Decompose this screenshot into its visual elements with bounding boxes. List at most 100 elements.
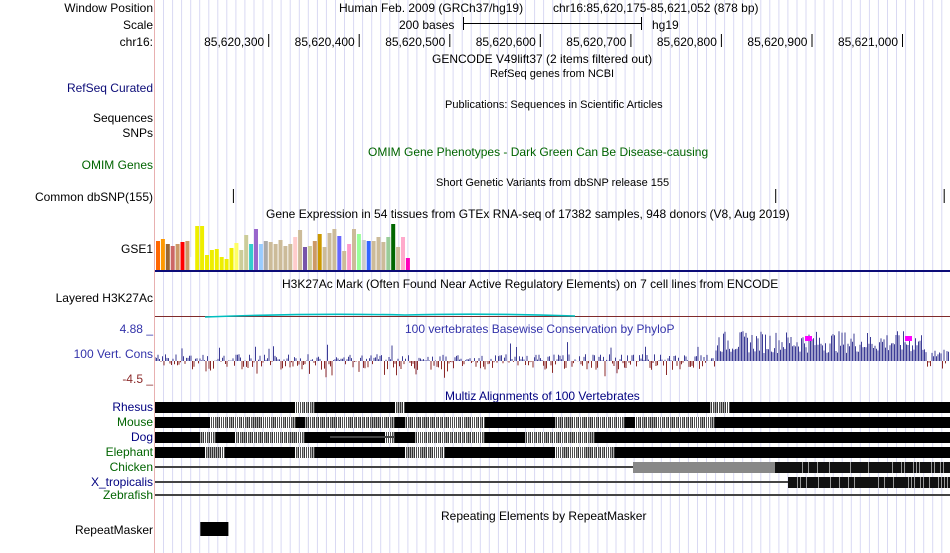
phylop-positive-scores [155,331,949,361]
alignment-mismatch [252,417,254,428]
alignment-mismatch [908,477,909,488]
grid-line [525,0,526,553]
gencode-title[interactable]: GENCODE V49lift37 (2 items filtered out) [432,52,653,66]
gtex-tissue-bar [352,229,356,270]
alignment-mismatch [435,447,437,458]
ruler-tick-label: 85,621,000 [837,35,898,49]
repeats-title: Repeating Elements by RepeatMasker [441,509,647,523]
alignment-mismatch [643,417,645,428]
species-label[interactable]: Mouse [116,415,153,429]
gtex-tissue-bar [405,258,410,270]
alignment-mismatch [537,432,539,443]
cons-label[interactable]: 100 Vert. Cons [73,347,153,361]
phylop-title: 100 vertebrates Basewise Conservation by… [405,322,675,336]
dbsnp-variant [943,189,945,203]
alignment-mismatch [274,417,276,428]
alignment-mismatch [447,432,449,443]
alignment-mismatch [305,402,307,413]
alignment-mismatch [808,462,809,473]
alignment-mismatch [307,417,309,428]
alignment-mismatch [713,417,715,428]
grid-line [697,0,698,553]
alignment-mismatch [265,432,267,443]
alignment-mismatch [543,432,545,443]
alignment-mismatch [911,477,912,488]
alignment-mismatch [567,417,569,428]
base-grid [163,0,943,553]
alignment-mismatch [379,417,381,428]
alignment-mismatch [303,447,305,458]
repeatmasker-label[interactable]: RepeatMasker [74,523,153,537]
alignment-mismatch [461,417,463,428]
alignment-mismatch [253,432,255,443]
gtex-tissue-bar [209,250,214,270]
grid-line [506,0,508,553]
alignment-mismatch [557,432,559,443]
alignment-mismatch [439,447,441,458]
species-label[interactable]: X_tropicalis [90,475,153,489]
alignment-mismatch [573,417,575,428]
grid-line [651,0,653,553]
alignment-gap [155,466,633,468]
omim-label[interactable]: OMIM Genes [81,158,153,172]
alignment-mismatch [829,462,830,473]
grid-line [344,0,345,553]
refseq-label[interactable]: RefSeq Curated [66,81,153,95]
ruler-tick-label: 85,620,700 [566,35,627,49]
alignment-mismatch [407,417,409,428]
species-label[interactable]: Rhesus [112,400,153,414]
sequences-label[interactable]: Sequences [92,111,153,125]
alignment-mismatch [269,432,271,443]
grid-line [841,0,843,553]
grid-line [470,0,472,553]
alignment-mismatch [276,417,278,428]
alignment-mismatch [309,417,311,428]
species-label[interactable]: Dog [130,430,153,444]
alignment-mismatch [685,417,687,428]
dbsnp-label[interactable]: Common dbSNP(155) [34,190,153,204]
alignment-mismatch [659,417,661,428]
alignment-mismatch [549,432,551,443]
snps-label[interactable]: SNPs [122,126,153,140]
species-label[interactable]: Zebrafish [102,488,153,502]
alignment-mismatch [653,417,655,428]
alignment-mismatch [425,447,427,458]
alignment-mismatch [301,432,303,443]
alignment-mismatch [559,447,561,458]
alignment-mismatch [555,432,557,443]
species-label[interactable]: Chicken [109,460,153,474]
alignment-mismatch [557,447,559,458]
alignment-mismatch [207,447,209,458]
alignment-mismatch [531,432,533,443]
alignment-mismatch [923,477,924,488]
grid-line [905,0,907,553]
alignment-mismatch [577,432,579,443]
gtex-tissue-bar [224,259,229,270]
alignment-mismatch [261,432,263,443]
alignment-mismatch [317,417,319,428]
h3k27ac-label[interactable]: Layered H3K27Ac [55,291,153,305]
alignment-mismatch [621,417,623,428]
gtex-tissue-bar [190,257,195,270]
alignment-mismatch [270,417,272,428]
alignment-mismatch [218,417,220,428]
alignment-mismatch [573,447,575,458]
alignment-mismatch [268,417,270,428]
alignment-mismatch [699,417,701,428]
alignment-mismatch [441,432,443,443]
alignment-mismatch [551,432,553,443]
gse1-label[interactable]: GSE1 [120,242,153,256]
species-label[interactable]: Elephant [105,445,153,459]
alignment-mismatch [695,417,697,428]
alignment-mismatch [535,432,537,443]
alignment-mismatch [469,432,471,443]
alignment-mismatch [597,447,599,458]
alignment-mismatch [429,417,431,428]
alignment-mismatch [439,417,441,428]
alignment-mismatch [527,432,529,443]
alignment-mismatch [272,417,274,428]
alignment-mismatch [712,402,714,413]
track-graphics[interactable] [155,0,950,553]
gtex-tissue-bar [263,241,268,270]
alignment-mismatch [275,432,277,443]
